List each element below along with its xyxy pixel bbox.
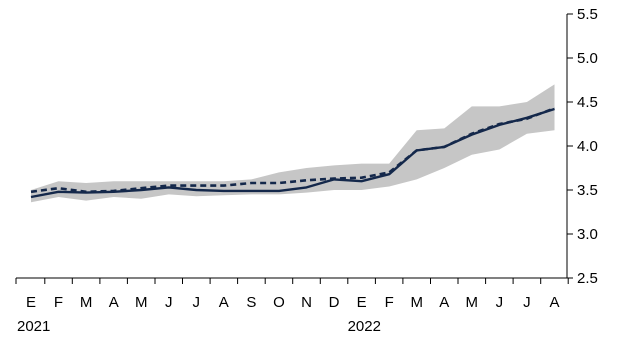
x-tick-label: A [109, 294, 119, 311]
year-label: 2021 [17, 318, 50, 335]
y-tick-label: 3.0 [577, 226, 598, 243]
y-tick-label: 5.5 [577, 6, 598, 23]
x-tick-label: S [246, 294, 256, 311]
x-tick-label: E [26, 294, 36, 311]
x-tick-label: M [410, 294, 423, 311]
series-line-dashed [30, 106, 555, 194]
y-tick-label: 3.5 [577, 182, 598, 199]
y-tick-label: 5.0 [577, 50, 598, 67]
year-label: 2022 [348, 318, 381, 335]
x-tick-label: O [273, 294, 285, 311]
range-band [31, 84, 555, 203]
x-tick-label: A [439, 294, 449, 311]
x-tick-label: N [301, 294, 312, 311]
x-tick-label: J [496, 294, 504, 311]
range-band-layer [31, 84, 555, 203]
series-line-solid [30, 107, 555, 199]
x-tick-label: J [193, 294, 201, 311]
x-tick-label: A [549, 294, 559, 311]
x-tick-label: F [385, 294, 394, 311]
year-label-layer: 2021 2022 [17, 318, 381, 335]
x-tick-label: E [357, 294, 367, 311]
series-layer [30, 106, 555, 199]
y-tick-label: 4.5 [577, 94, 598, 111]
x-tick-label: A [219, 294, 229, 311]
x-tick-label: F [54, 294, 63, 311]
x-tick-label: J [165, 294, 173, 311]
x-tick-label: M [466, 294, 479, 311]
x-tick-label: M [135, 294, 148, 311]
x-tick-label: J [523, 294, 531, 311]
y-tick-label: 2.5 [577, 270, 598, 287]
y-tick-label: 4.0 [577, 138, 598, 155]
y-tick-layer: 2.5 3.0 3.5 4.0 4.5 5.0 5.5 [567, 6, 598, 287]
x-tick-label: D [329, 294, 340, 311]
x-tick-label: M [80, 294, 93, 311]
